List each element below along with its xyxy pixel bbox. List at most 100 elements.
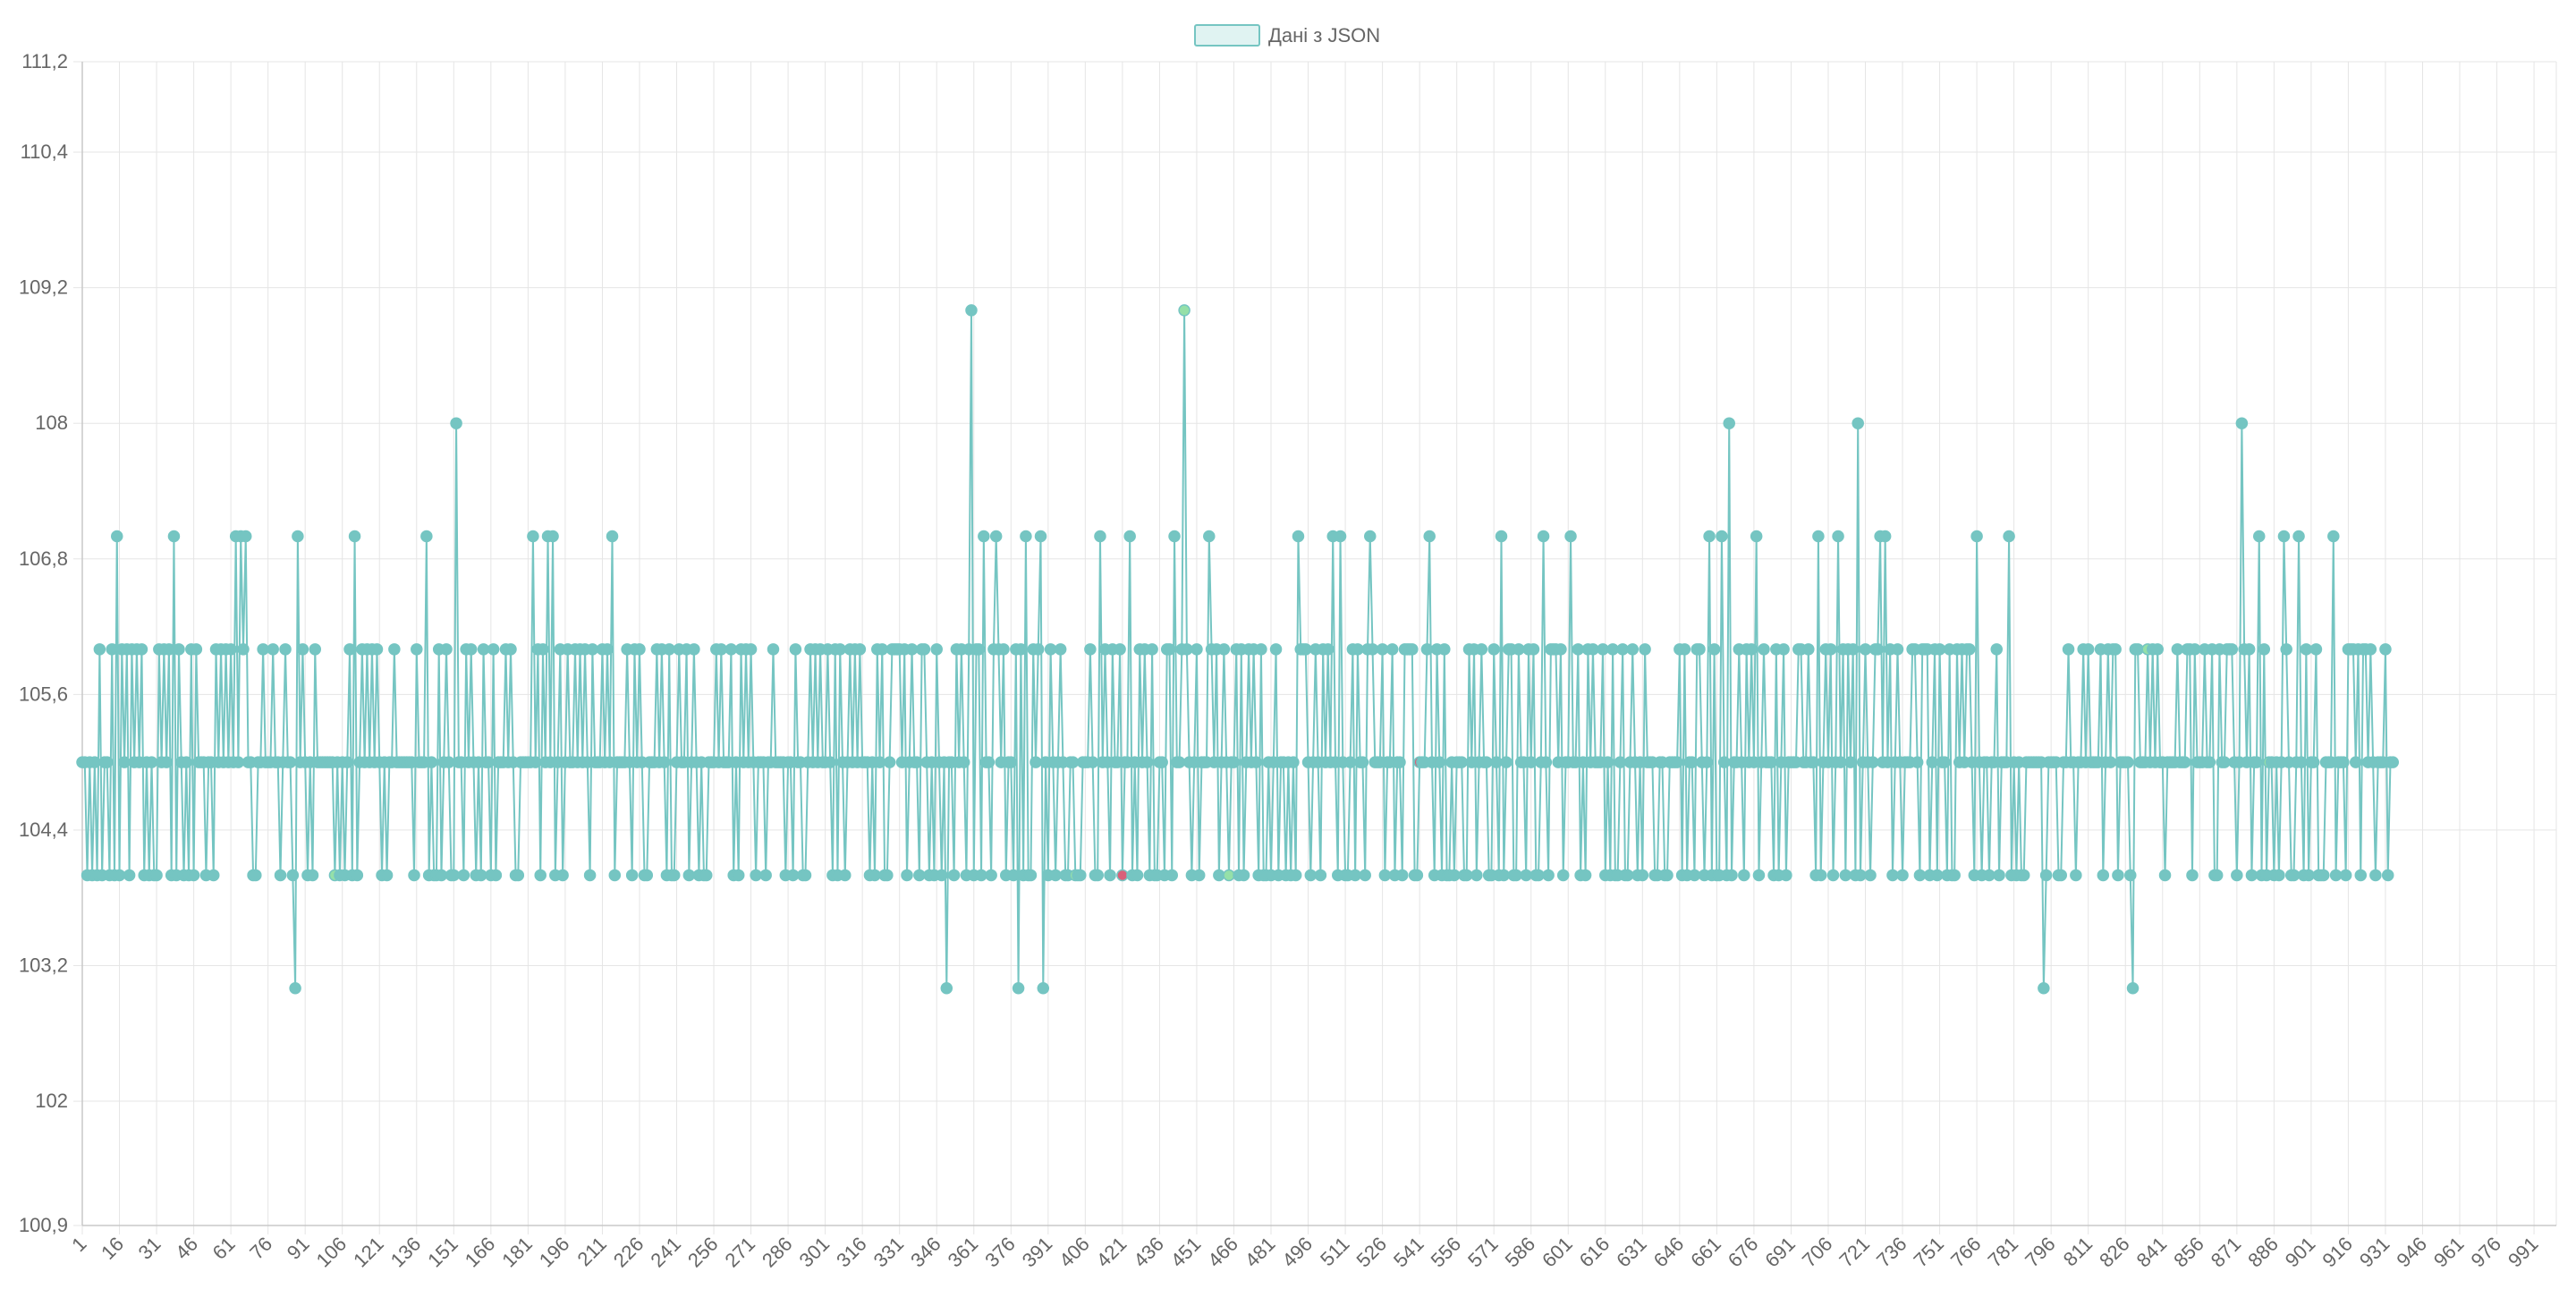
- x-tick-label: 661: [1686, 1233, 1725, 1272]
- y-tick-label: 100,9: [19, 1214, 68, 1236]
- data-point: [583, 869, 597, 882]
- data-point: [187, 869, 200, 882]
- x-tick-label: 931: [2355, 1233, 2394, 1272]
- y-tick-label: 108: [35, 411, 68, 434]
- x-tick-label: 46: [171, 1233, 202, 1264]
- data-point: [1289, 869, 1302, 882]
- x-tick-label: 811: [2059, 1233, 2097, 1270]
- data-point: [2070, 869, 2082, 882]
- data-point: [699, 869, 713, 882]
- data-point: [1470, 869, 1483, 882]
- data-point: [529, 756, 542, 768]
- data-point: [2151, 643, 2164, 656]
- data-point: [1007, 869, 1020, 882]
- data-point: [786, 869, 800, 882]
- data-point: [2062, 643, 2075, 656]
- x-tick-label: 271: [720, 1233, 759, 1272]
- data-point: [688, 643, 700, 656]
- data-point: [1168, 530, 1181, 543]
- data-point: [420, 530, 433, 543]
- data-point: [975, 869, 987, 882]
- legend-label[interactable]: Дані з JSON: [1268, 24, 1380, 47]
- data-point: [2171, 643, 2184, 656]
- data-point: [1745, 643, 1758, 656]
- data-point: [1616, 643, 1629, 656]
- data-point: [667, 869, 681, 882]
- data-point: [918, 643, 931, 656]
- data-point: [940, 982, 953, 995]
- data-point: [232, 756, 245, 768]
- data-point: [1859, 643, 1872, 656]
- data-point: [1292, 530, 1305, 543]
- data-point: [512, 869, 525, 882]
- data-point: [1030, 756, 1042, 768]
- data-point: [1671, 756, 1683, 768]
- data-point: [2280, 643, 2292, 656]
- data-point: [1300, 643, 1312, 656]
- data-point: [388, 643, 401, 656]
- x-tick-label: 436: [1129, 1233, 1168, 1272]
- x-tick-label: 541: [1389, 1233, 1428, 1272]
- data-point: [1066, 756, 1080, 768]
- data-point: [1049, 869, 1062, 882]
- x-tick-label: 796: [2021, 1233, 2060, 1272]
- data-point: [1091, 869, 1104, 882]
- chart-axes: [81, 62, 2556, 1226]
- data-point: [2379, 643, 2392, 656]
- x-tick-label: 946: [2392, 1233, 2431, 1272]
- data-point: [901, 869, 913, 882]
- data-point: [1896, 869, 1909, 882]
- data-point: [1123, 530, 1136, 543]
- data-point: [425, 756, 438, 768]
- data-point: [1931, 869, 1944, 882]
- data-point: [477, 643, 490, 656]
- data-point: [1717, 756, 1731, 768]
- x-tick-label: 871: [2207, 1233, 2246, 1272]
- x-tick-label: 961: [2429, 1233, 2469, 1272]
- data-point: [1054, 643, 1067, 656]
- data-point: [351, 869, 364, 882]
- x-tick-label: 616: [1575, 1233, 1614, 1272]
- y-tick-label: 109,2: [19, 276, 68, 299]
- data-point: [982, 756, 996, 768]
- data-point: [475, 869, 487, 882]
- data-point: [1495, 530, 1508, 543]
- data-point: [625, 869, 639, 882]
- legend[interactable]: Дані з JSON: [1194, 24, 1380, 47]
- data-point: [1825, 643, 1837, 656]
- data-point: [1725, 869, 1738, 882]
- data-point: [257, 643, 269, 656]
- data-point: [1524, 756, 1538, 768]
- data-point: [876, 643, 889, 656]
- data-point: [640, 869, 654, 882]
- data-point: [2327, 530, 2340, 543]
- legend-swatch[interactable]: [1194, 24, 1260, 47]
- data-point: [869, 869, 881, 882]
- data-point: [601, 643, 614, 656]
- data-point: [1343, 756, 1357, 768]
- x-tick-label: 466: [1203, 1233, 1242, 1272]
- data-point: [2218, 756, 2231, 768]
- data-point: [965, 304, 978, 317]
- data-point: [284, 756, 297, 768]
- data-point: [296, 643, 309, 656]
- data-point: [1500, 756, 1513, 768]
- x-tick-label: 361: [944, 1233, 983, 1272]
- data-point: [408, 869, 420, 882]
- data-point: [1832, 530, 1844, 543]
- data-point: [1411, 869, 1424, 882]
- y-tick-label: 106,8: [19, 547, 68, 570]
- data-point: [167, 530, 181, 543]
- data-point: [1227, 756, 1241, 768]
- y-tick-label: 104,4: [19, 818, 68, 841]
- data-point: [1438, 643, 1451, 656]
- data-point: [2109, 643, 2122, 656]
- y-tick-label: 105,6: [19, 683, 68, 705]
- data-point: [1542, 869, 1555, 882]
- data-point: [1750, 530, 1763, 543]
- data-point: [1867, 756, 1879, 768]
- data-point: [1886, 869, 1899, 882]
- data-point: [767, 643, 780, 656]
- x-tick-label: 451: [1166, 1233, 1206, 1272]
- data-point: [1555, 643, 1567, 656]
